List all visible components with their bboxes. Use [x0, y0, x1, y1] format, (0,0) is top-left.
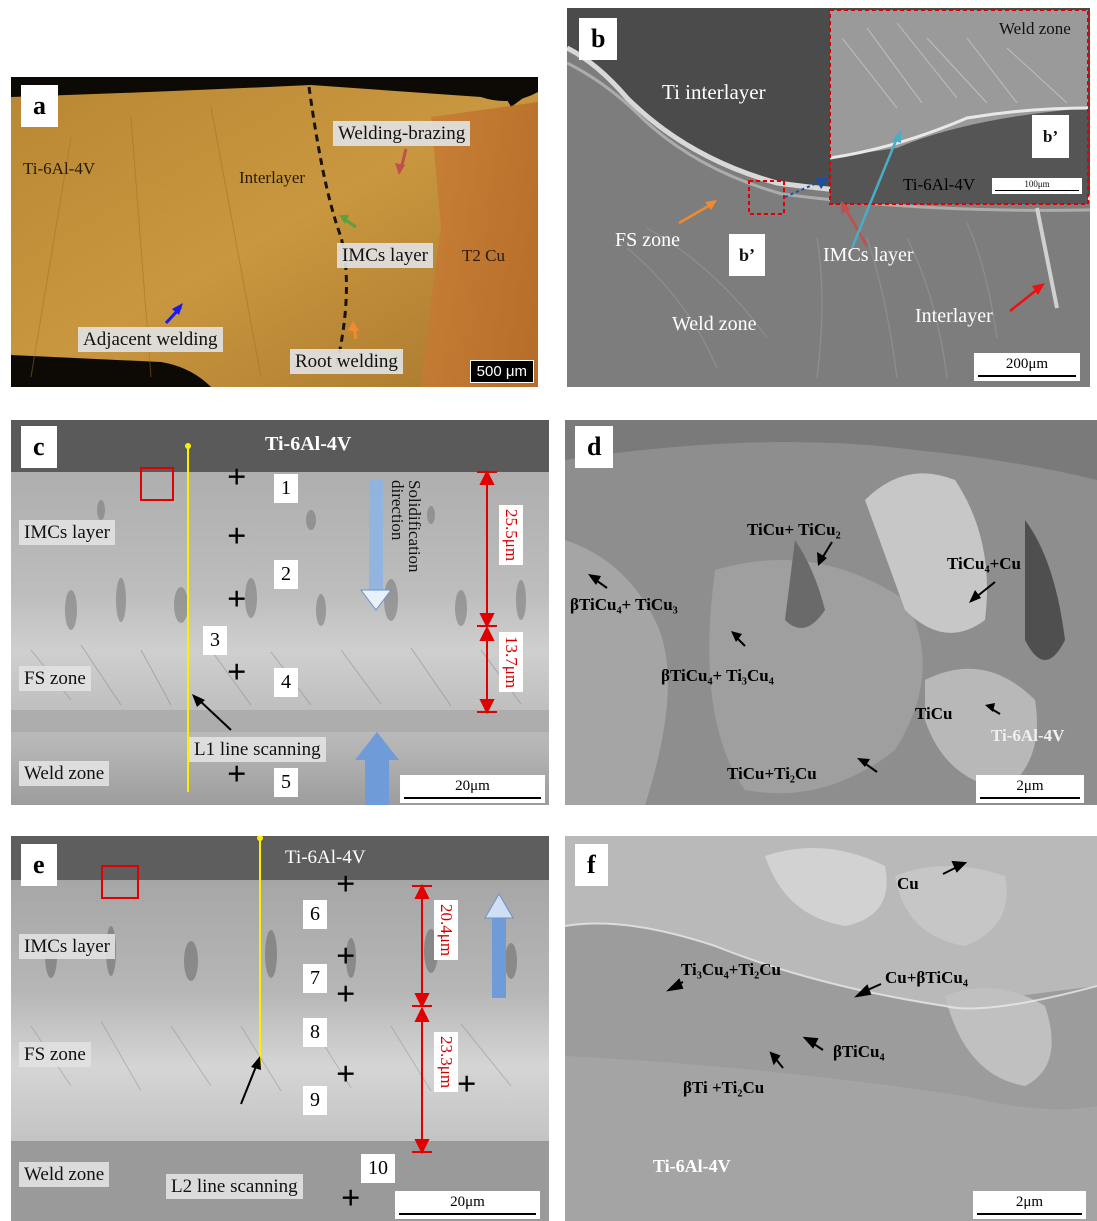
- phase-label: Ti-6Al-4V: [991, 726, 1065, 745]
- solidification-direction-label: Solidification direction: [388, 480, 424, 573]
- scale-text: 2μm: [1015, 1194, 1044, 1210]
- panel-letter: e: [21, 844, 57, 886]
- phase-label: Cu+βTiCu₄: [885, 968, 968, 987]
- point-marker: +: [227, 654, 247, 691]
- point-label-9: 9: [303, 1086, 327, 1115]
- point-marker: +: [336, 1056, 356, 1093]
- point-label-3: 3: [203, 626, 227, 655]
- point-label-8: 8: [303, 1018, 327, 1047]
- point-marker: +: [336, 866, 356, 903]
- inset-b-prime-label: b’: [1032, 115, 1070, 158]
- point-label-7: 7: [303, 964, 327, 993]
- ti64-label: Ti-6Al-4V: [265, 433, 352, 455]
- phase-label: TiCu: [915, 704, 953, 723]
- point-label-10: 10: [361, 1154, 395, 1183]
- phase-label: βTiCu₄+ Ti₃Cu₄: [661, 666, 774, 685]
- l2-line-scanning-label: L2 line scanning: [166, 1174, 303, 1199]
- point-label-2: 2: [274, 560, 298, 589]
- scale-bar: 20μm: [400, 775, 545, 803]
- weld-zone-label: Weld zone: [19, 1162, 110, 1187]
- panel-b: b Ti interlayer FS zone b’ IMCs layer We…: [567, 8, 1090, 387]
- imcs-layer-label: IMCs layer: [337, 243, 434, 268]
- panel-f: f Cu Ti₃Cu₄+Ti₂Cu Cu+βTiCu₄ βTiCu₄ βTi +…: [565, 836, 1097, 1221]
- point-label-5: 5: [274, 768, 298, 797]
- dimension-bottom-label: 23.3μm: [434, 1032, 458, 1093]
- scale-bar: 2μm: [976, 775, 1084, 803]
- welding-brazing-label: Welding-brazing: [333, 121, 471, 146]
- point-marker: +: [457, 1066, 477, 1103]
- point-label-4: 4: [274, 668, 298, 697]
- point-label-6: 6: [303, 900, 327, 929]
- phase-label: TiCu+Ti₂Cu: [727, 764, 817, 783]
- panel-d: d TiCu+ TiCu₂ TiCu₄+Cu βTiCu₄+ TiCu₃ βTi…: [565, 420, 1097, 805]
- point-marker: +: [336, 976, 356, 1013]
- inset-scale-bar: 100μm: [992, 178, 1082, 194]
- imcs-layer-label: IMCs layer: [19, 934, 116, 959]
- ti-interlayer-label: Ti interlayer: [662, 80, 766, 104]
- ti64-label: Ti-6Al-4V: [23, 159, 96, 178]
- phase-label: βTi +Ti₂Cu: [683, 1078, 765, 1097]
- fs-zone-label: FS zone: [615, 229, 680, 251]
- fs-zone-label: FS zone: [19, 666, 91, 691]
- panel-c: c Ti-6Al-4V IMCs layer FS zone Weld zone…: [11, 420, 549, 805]
- point-marker: +: [227, 459, 247, 496]
- panel-e: e Ti-6Al-4V IMCs layer FS zone Weld zone…: [11, 836, 549, 1221]
- inset-scale-text: 100μm: [1024, 179, 1050, 189]
- phase-label: TiCu+ TiCu₂: [747, 520, 841, 539]
- panel-a: a Ti-6Al-4V Interlayer Welding-brazing I…: [11, 77, 538, 387]
- phase-label: Ti-6Al-4V: [653, 1156, 731, 1176]
- imcs-layer-label: IMCs layer: [19, 520, 116, 545]
- inset-ti64-label: Ti-6Al-4V: [903, 175, 976, 194]
- scale-text: 20μm: [450, 1194, 485, 1210]
- l1-line-scanning-label: L1 line scanning: [189, 737, 326, 762]
- fs-zone-label: FS zone: [19, 1042, 91, 1067]
- point-marker: +: [227, 581, 247, 618]
- imcs-layer-label: IMCs layer: [823, 244, 914, 266]
- phase-label: Ti₃Cu₄+Ti₂Cu: [681, 960, 781, 979]
- scale-text: 20μm: [455, 778, 490, 794]
- sem-micrograph: [565, 836, 1097, 1221]
- point-marker: +: [227, 518, 247, 555]
- interlayer-label: Interlayer: [915, 305, 993, 327]
- inset-weld-zone-label: Weld zone: [999, 19, 1071, 38]
- point-label-1: 1: [274, 474, 298, 503]
- panel-letter: f: [575, 844, 608, 886]
- dimension-bottom-label: 13.7μm: [499, 632, 523, 693]
- weld-zone-label: Weld zone: [19, 761, 110, 786]
- interlayer-label: Interlayer: [239, 168, 306, 187]
- dimension-top-label: 25.5μm: [499, 505, 523, 566]
- root-welding-label: Root welding: [290, 349, 403, 374]
- scale-text: 2μm: [1016, 778, 1044, 794]
- scale-bar: 200μm: [974, 353, 1080, 381]
- phase-label: Cu: [897, 874, 919, 893]
- sem-micrograph: [565, 420, 1097, 805]
- scale-bar: 500 μm: [469, 360, 534, 383]
- ti64-label: Ti-6Al-4V: [285, 847, 366, 868]
- weld-zone-label: Weld zone: [672, 313, 757, 335]
- adjacent-welding-label: Adjacent welding: [78, 327, 223, 352]
- panel-letter: a: [21, 85, 58, 127]
- sem-micrograph: [11, 836, 549, 1221]
- sem-micrograph: [567, 8, 1090, 387]
- phase-label: βTiCu₄+ TiCu₃: [570, 595, 678, 614]
- panel-letter: d: [575, 426, 614, 468]
- phase-label: TiCu₄+Cu: [947, 554, 1022, 573]
- panel-letter: b: [579, 18, 618, 60]
- annotation-arrows: [164, 148, 408, 340]
- scale-bar: 20μm: [395, 1191, 540, 1219]
- dimension-top-label: 20.4μm: [434, 900, 458, 961]
- scale-text: 200μm: [1005, 356, 1049, 372]
- point-marker: +: [341, 1180, 361, 1217]
- t2-cu-label: T2 Cu: [462, 246, 505, 265]
- phase-label: βTiCu₄: [833, 1042, 885, 1061]
- point-marker: +: [227, 756, 247, 793]
- point-marker: +: [336, 938, 356, 975]
- panel-letter: c: [21, 426, 57, 468]
- b-prime-label: b’: [729, 234, 766, 276]
- scale-bar: 2μm: [973, 1191, 1086, 1219]
